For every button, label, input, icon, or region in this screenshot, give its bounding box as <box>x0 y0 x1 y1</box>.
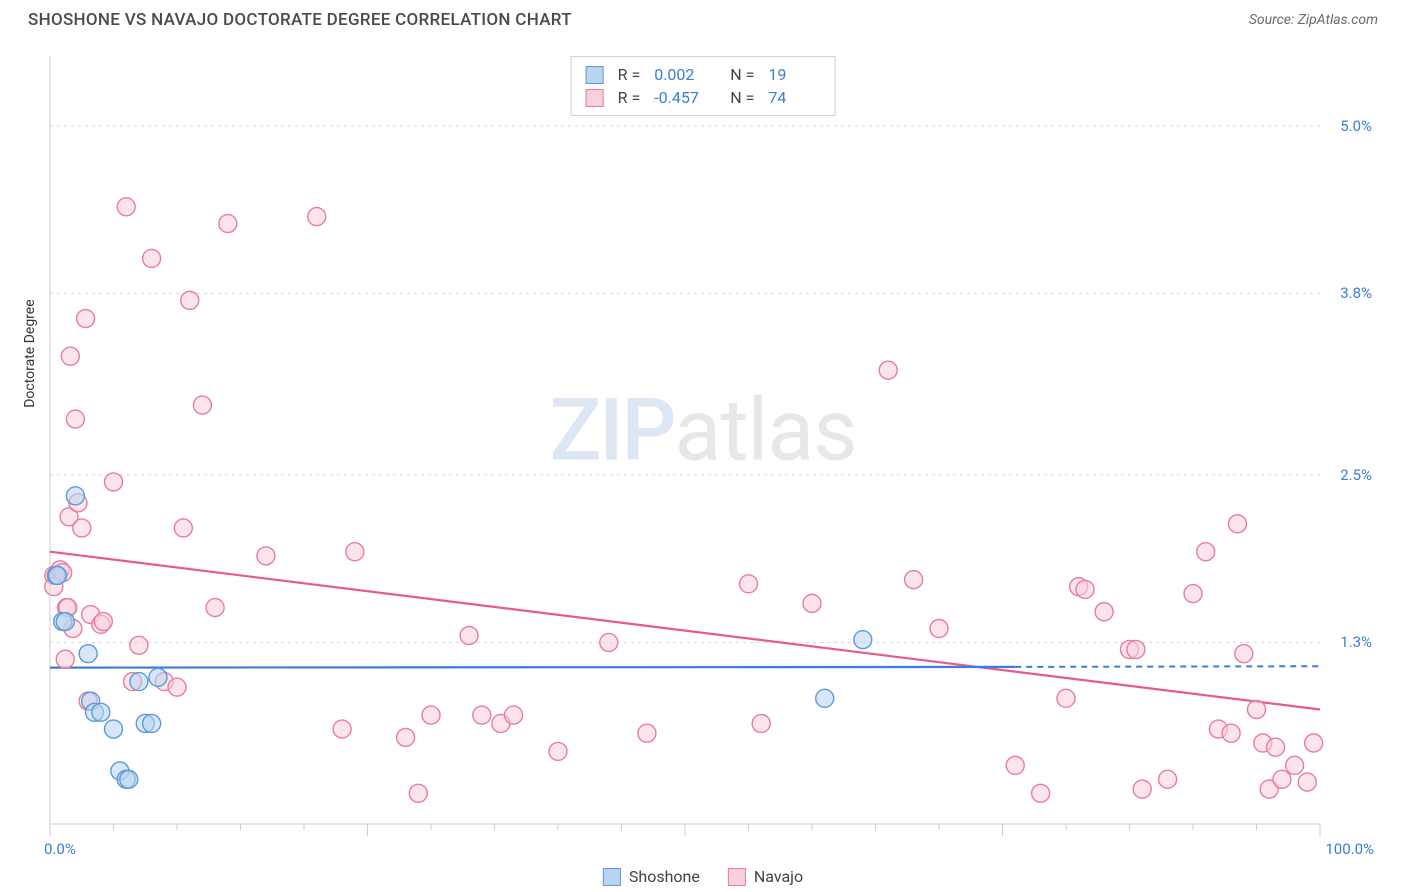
scatter-point <box>1235 645 1253 663</box>
scatter-point <box>549 742 567 760</box>
y-tick-label: 2.5% <box>1340 466 1372 484</box>
scatter-point <box>1197 543 1215 561</box>
scatter-point <box>333 720 351 738</box>
scatter-point <box>73 519 91 537</box>
scatter-point <box>77 310 95 328</box>
scatter-point <box>803 594 821 612</box>
scatter-point <box>930 620 948 638</box>
scatter-point <box>397 728 415 746</box>
legend-label-shoshone: Shoshone <box>629 867 700 886</box>
legend-item-navajo: Navajo <box>728 867 803 886</box>
y-tick-label: 3.8% <box>1340 284 1372 302</box>
scatter-point <box>56 613 74 631</box>
scatter-point <box>1248 700 1266 718</box>
scatter-point <box>92 703 110 721</box>
chart-title: SHOSHONE VS NAVAJO DOCTORATE DEGREE CORR… <box>28 10 572 30</box>
scatter-point <box>854 631 872 649</box>
scatter-point <box>94 613 112 631</box>
scatter-point <box>1273 770 1291 788</box>
scatter-point <box>56 650 74 668</box>
scatter-point <box>105 720 123 738</box>
scatter-point <box>1298 773 1316 791</box>
y-tick-label: 1.3% <box>1340 633 1372 651</box>
scatter-point <box>149 668 167 686</box>
scatter-point <box>120 770 138 788</box>
x-max-label: 100.0% <box>1325 840 1374 858</box>
r-label: R = <box>618 88 641 107</box>
scatter-point <box>600 633 618 651</box>
scatter-point <box>1159 770 1177 788</box>
scatter-point <box>66 487 84 505</box>
scatter-point <box>1267 738 1285 756</box>
scatter-point <box>219 215 237 233</box>
legend-item-shoshone: Shoshone <box>603 867 700 886</box>
scatter-point <box>49 566 67 584</box>
scatter-point <box>206 599 224 617</box>
scatter-point <box>1305 734 1323 752</box>
scatter-point <box>422 706 440 724</box>
scatter-point <box>1184 585 1202 603</box>
r-label: R = <box>618 65 641 84</box>
legend-swatch-shoshone <box>603 868 621 886</box>
scatter-point <box>130 636 148 654</box>
scatter-chart <box>28 46 1378 862</box>
scatter-point <box>409 784 427 802</box>
scatter-point <box>181 291 199 309</box>
stats-row-navajo: R = -0.457 N = 74 <box>586 86 821 109</box>
r-value-shoshone: 0.002 <box>654 65 706 84</box>
scatter-point <box>905 571 923 589</box>
scatter-point <box>61 347 79 365</box>
scatter-point <box>130 673 148 691</box>
scatter-point <box>79 645 97 663</box>
scatter-point <box>308 208 326 226</box>
scatter-point <box>193 396 211 414</box>
scatter-point <box>257 547 275 565</box>
scatter-point <box>638 724 656 742</box>
series-legend: Shoshone Navajo <box>603 867 803 886</box>
x-min-label: 0.0% <box>44 840 76 858</box>
y-axis-label: Doctorate Degree <box>22 299 38 407</box>
r-value-navajo: -0.457 <box>654 88 706 107</box>
swatch-navajo <box>586 89 604 107</box>
scatter-point <box>105 473 123 491</box>
scatter-point <box>1076 580 1094 598</box>
scatter-point <box>752 714 770 732</box>
scatter-point <box>473 706 491 724</box>
y-tick-label: 5.0% <box>1340 117 1372 135</box>
scatter-point <box>1006 756 1024 774</box>
scatter-point <box>1057 689 1075 707</box>
legend-label-navajo: Navajo <box>754 867 803 886</box>
scatter-point <box>1127 640 1145 658</box>
scatter-point <box>460 626 478 644</box>
scatter-point <box>143 249 161 267</box>
scatter-point <box>879 361 897 379</box>
scatter-point <box>346 543 364 561</box>
scatter-point <box>66 410 84 428</box>
n-value-navajo: 74 <box>768 88 820 107</box>
scatter-point <box>740 575 758 593</box>
stats-row-shoshone: R = 0.002 N = 19 <box>586 63 821 86</box>
n-label: N = <box>730 65 754 84</box>
n-label: N = <box>730 88 754 107</box>
scatter-point <box>1032 784 1050 802</box>
legend-swatch-navajo <box>728 868 746 886</box>
scatter-point <box>1133 780 1151 798</box>
scatter-point <box>168 678 186 696</box>
source-attribution: Source: ZipAtlas.com <box>1249 12 1378 28</box>
scatter-point <box>117 198 135 216</box>
scatter-point <box>1095 603 1113 621</box>
scatter-point <box>1286 756 1304 774</box>
scatter-point <box>1222 724 1240 742</box>
correlation-stats-box: R = 0.002 N = 19 R = -0.457 N = 74 <box>571 56 836 116</box>
scatter-point <box>816 689 834 707</box>
scatter-point <box>1228 515 1246 533</box>
scatter-point <box>505 706 523 724</box>
scatter-point <box>143 714 161 732</box>
n-value-shoshone: 19 <box>768 65 820 84</box>
swatch-shoshone <box>586 66 604 84</box>
scatter-point <box>174 519 192 537</box>
